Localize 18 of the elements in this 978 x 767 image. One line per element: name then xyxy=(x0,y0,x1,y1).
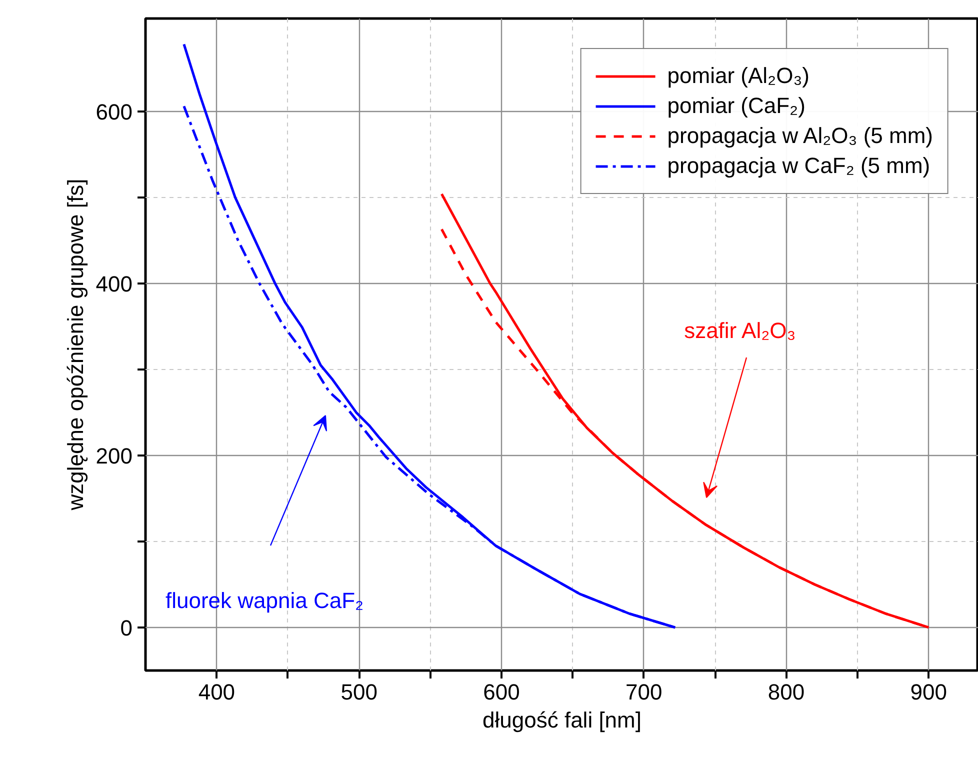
legend-label: pomiar (CaF₂) xyxy=(667,93,806,119)
x-tick-label: 600 xyxy=(483,680,520,704)
x-tick-label: 900 xyxy=(910,680,948,704)
legend-label: propagacja w Al₂O₃ (5 mm) xyxy=(667,123,933,149)
y-tick-label: 200 xyxy=(96,443,133,468)
y-axis-title: względne opóźnienie grupowe [fs] xyxy=(62,178,88,512)
legend-label: pomiar (Al₂O₃) xyxy=(667,63,810,89)
x-tick-label: 400 xyxy=(198,680,236,704)
x-tick-label: 500 xyxy=(340,680,378,704)
x-tick-label: 800 xyxy=(768,680,805,704)
annotation: szafir Al₂O₃ xyxy=(684,318,796,343)
y-tick-label: 600 xyxy=(96,99,133,124)
legend-label: propagacja w CaF₂ (5 mm) xyxy=(667,153,930,179)
y-tick-label: 400 xyxy=(96,271,133,296)
annotation: fluorek wapnia CaF₂ xyxy=(166,588,364,613)
x-tick-label: 700 xyxy=(626,680,662,704)
y-tick-label: 0 xyxy=(120,615,133,640)
x-axis-title: długość fali [nm] xyxy=(482,708,642,732)
